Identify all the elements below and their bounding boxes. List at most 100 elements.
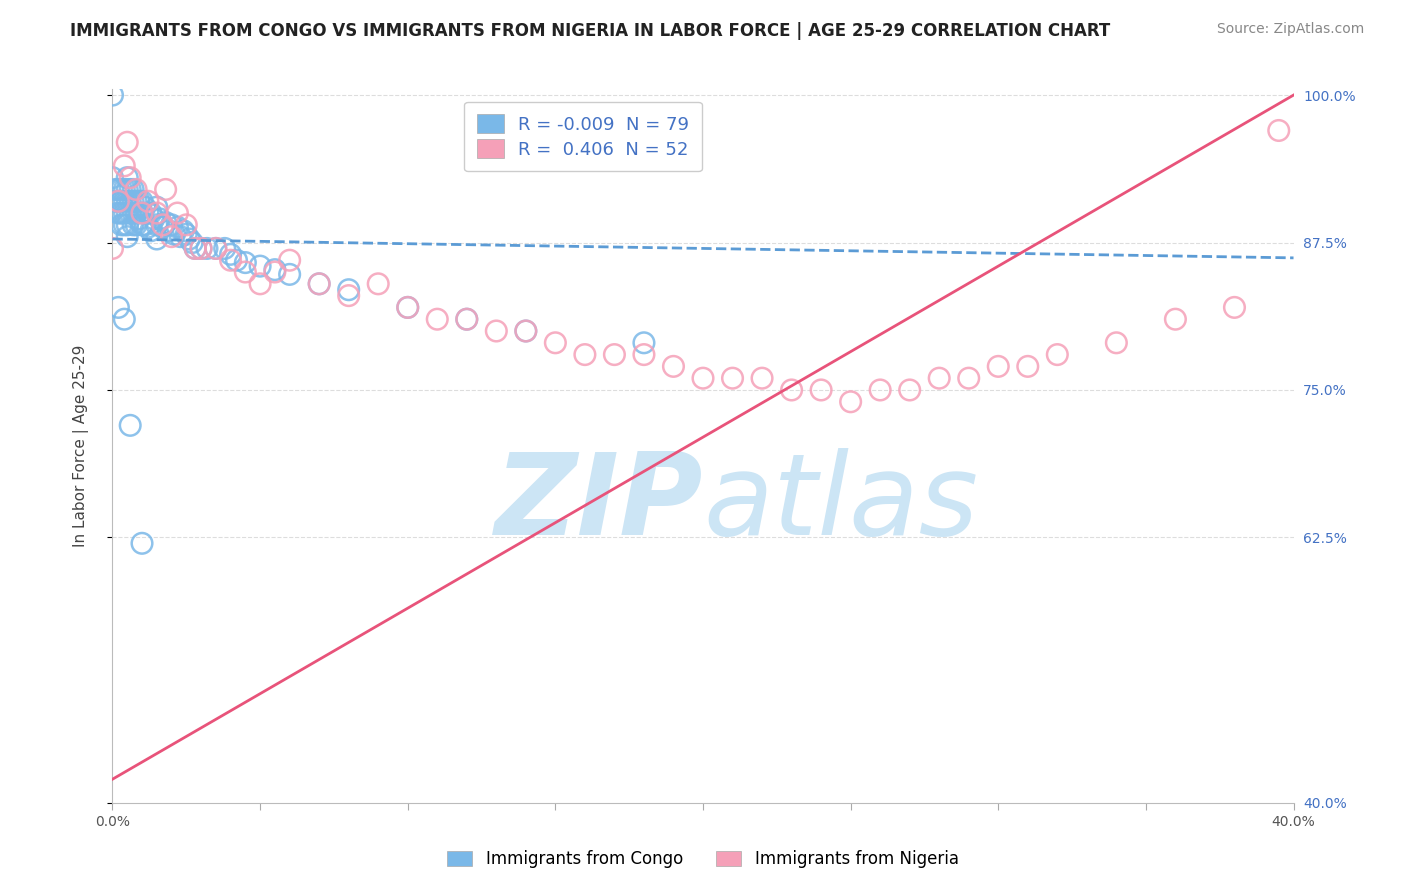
- Point: [166, 220, 188, 235]
- Point: [104, 182, 127, 196]
- Point: [146, 200, 169, 214]
- Point: [122, 218, 145, 232]
- Point: [184, 242, 207, 256]
- Point: [1164, 312, 1187, 326]
- Point: [131, 218, 153, 232]
- Point: [128, 194, 150, 209]
- Text: Source: ZipAtlas.com: Source: ZipAtlas.com: [1216, 22, 1364, 37]
- Point: [107, 194, 129, 209]
- Point: [136, 194, 159, 209]
- Point: [1268, 123, 1291, 137]
- Point: [780, 383, 803, 397]
- Point: [142, 211, 165, 226]
- Point: [155, 182, 177, 196]
- Point: [233, 255, 256, 269]
- Point: [110, 206, 132, 220]
- Point: [456, 312, 478, 326]
- Point: [120, 194, 142, 209]
- Point: [112, 182, 135, 196]
- Point: [190, 242, 212, 256]
- Point: [205, 242, 228, 256]
- Point: [337, 288, 360, 302]
- Point: [107, 182, 129, 196]
- Point: [110, 218, 132, 232]
- Point: [603, 348, 626, 362]
- Point: [721, 371, 744, 385]
- Point: [928, 371, 950, 385]
- Point: [134, 200, 156, 214]
- Point: [633, 348, 655, 362]
- Point: [249, 259, 271, 273]
- Point: [810, 383, 832, 397]
- Point: [110, 182, 132, 196]
- Text: ZIP: ZIP: [495, 448, 703, 558]
- Point: [128, 211, 150, 226]
- Point: [120, 418, 142, 433]
- Point: [117, 218, 138, 232]
- Point: [869, 383, 891, 397]
- Point: [190, 242, 212, 256]
- Point: [112, 218, 135, 232]
- Point: [957, 371, 980, 385]
- Point: [117, 229, 138, 244]
- Point: [184, 242, 207, 256]
- Point: [107, 206, 129, 220]
- Point: [131, 206, 153, 220]
- Point: [169, 229, 191, 244]
- Point: [117, 206, 138, 220]
- Point: [131, 536, 153, 550]
- Point: [125, 206, 148, 220]
- Point: [120, 206, 142, 220]
- Point: [179, 232, 201, 246]
- Point: [181, 235, 204, 250]
- Point: [166, 206, 188, 220]
- Point: [214, 242, 236, 256]
- Y-axis label: In Labor Force | Age 25-29: In Labor Force | Age 25-29: [73, 345, 89, 547]
- Point: [278, 253, 301, 268]
- Point: [692, 371, 714, 385]
- Point: [112, 206, 135, 220]
- Point: [160, 218, 183, 232]
- Point: [219, 253, 242, 268]
- Point: [122, 182, 145, 196]
- Point: [131, 194, 153, 209]
- Point: [136, 220, 159, 235]
- Point: [264, 262, 287, 277]
- Point: [163, 227, 186, 242]
- Point: [112, 312, 135, 326]
- Point: [308, 277, 330, 291]
- Point: [134, 218, 156, 232]
- Point: [249, 277, 271, 291]
- Point: [122, 194, 145, 209]
- Point: [515, 324, 537, 338]
- Point: [101, 242, 124, 256]
- Point: [195, 242, 218, 256]
- Point: [149, 211, 172, 226]
- Point: [174, 227, 197, 242]
- Point: [117, 182, 138, 196]
- Point: [101, 170, 124, 185]
- Point: [662, 359, 685, 374]
- Point: [146, 206, 169, 220]
- Point: [337, 283, 360, 297]
- Point: [396, 301, 419, 315]
- Point: [898, 383, 921, 397]
- Point: [152, 220, 174, 235]
- Point: [456, 312, 478, 326]
- Point: [146, 232, 169, 246]
- Point: [122, 206, 145, 220]
- Point: [117, 194, 138, 209]
- Point: [515, 324, 537, 338]
- Point: [172, 224, 194, 238]
- Point: [264, 265, 287, 279]
- Point: [1223, 301, 1246, 315]
- Point: [987, 359, 1010, 374]
- Point: [125, 194, 148, 209]
- Point: [125, 218, 148, 232]
- Point: [125, 182, 148, 196]
- Point: [139, 206, 162, 220]
- Point: [112, 159, 135, 173]
- Point: [633, 335, 655, 350]
- Point: [1046, 348, 1069, 362]
- Point: [396, 301, 419, 315]
